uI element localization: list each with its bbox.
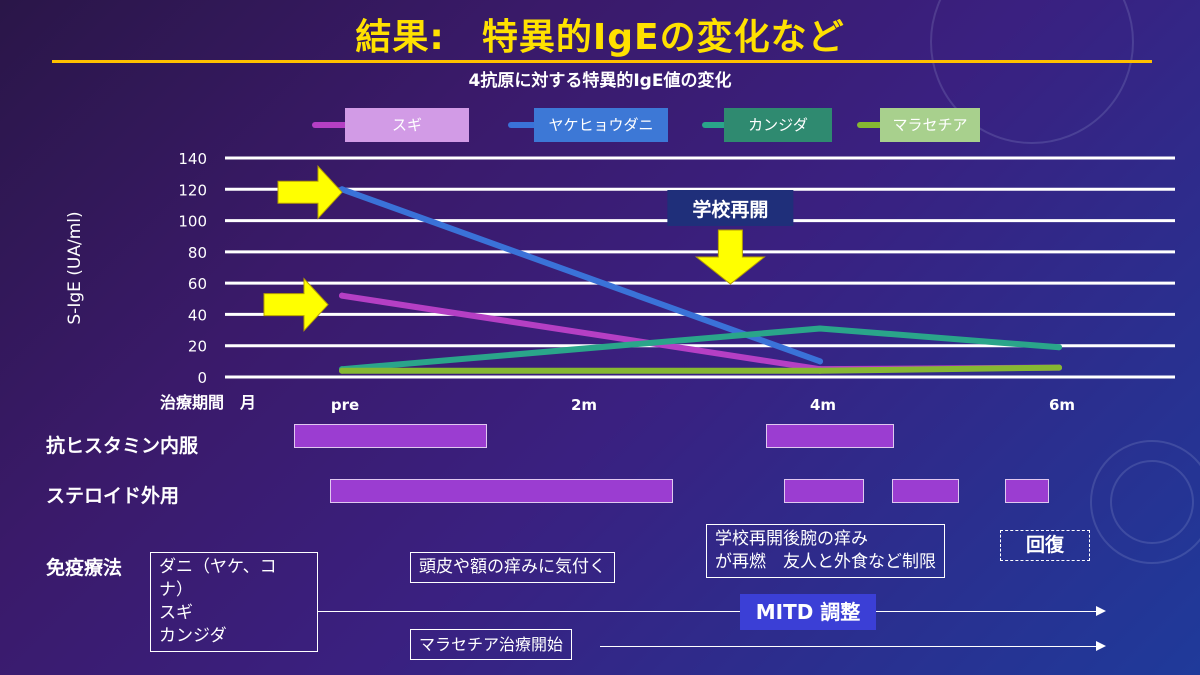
x-tick-label: 4m [810,396,836,414]
immunotherapy-targets-box: ダニ（ヤケ、コナ） スギ カンジダ [150,552,318,652]
y-tick-label: 0 [197,369,207,387]
row-label-immunotherapy: 免疫療法 [46,557,123,579]
data-point [817,367,823,374]
yellow-arrow-icon [277,165,343,220]
steroid-treatment-bar [1005,479,1050,503]
arrow-head-icon [1096,606,1106,616]
steroid-treatment-bar [784,479,864,503]
data-point [339,292,345,299]
steroid-treatment-bar [330,479,673,503]
data-point [339,367,345,374]
y-tick-label: 60 [188,275,207,293]
data-point [817,358,823,365]
antihistamine-treatment-bar [294,424,488,448]
y-tick-label: 20 [188,338,207,356]
x-tick-label: 2m [571,396,597,414]
annotation-label: 学校再開 [692,198,768,221]
background-decoration [1090,440,1200,564]
line-chart: 0 20 40 60 80 100 120 140 pre 2m 4m 6m 学校再開 S-IgE (… [65,150,1075,414]
legend-line-dani [508,122,544,128]
mitd-timeline-arrow [318,611,1098,612]
y-tick-label: 120 [178,181,207,199]
recovery-note: 回復 [1000,530,1090,561]
x-tick-label: pre [331,396,359,414]
legend-item-malassezia: マラセチア [880,108,980,142]
steroid-treatment-bar [891,479,960,503]
row-label-steroid: ステロイド外用 [46,485,180,507]
treatment-label-x-axis: 治療期間 月 [160,393,257,412]
legend-line-malassezia [857,122,893,128]
data-point [1056,364,1062,371]
malassezia-start-note: マラセチア治療開始 [410,629,573,660]
y-tick-label: 140 [178,150,207,168]
y-tick-label: 40 [188,306,207,324]
legend-item-dani: ヤケヒョウダニ [534,108,668,142]
down-arrow-icon [694,229,766,285]
legend-line-candida [702,122,738,128]
arrow-head-icon [1096,641,1106,651]
data-point [817,325,823,332]
annotation-box [667,190,794,226]
mitd-label: MITD 調整 [740,594,876,630]
page-title: 結果: 特異的IgEの変化など [355,17,845,58]
legend-item-sugi: スギ [345,108,469,142]
yellow-arrow-icon [263,277,329,332]
series-line [339,364,1062,374]
antihistamine-treatment-bar [766,424,894,448]
row-label-antihistamine: 抗ヒスタミン内服 [46,435,199,457]
legend-line-sugi [312,122,348,128]
chart-title: 4抗原に対する特異的IgE値の変化 [468,71,732,91]
data-point [1056,344,1062,351]
x-tick-label: 6m [1049,396,1075,414]
y-tick-label: 100 [178,213,207,231]
scalp-itch-note: 頭皮や額の痒みに気付く [410,552,615,583]
background-decoration [1110,460,1194,544]
school-reopen-note: 学校再開後腕の痒み が再燃 友人と外食など制限 [706,524,945,578]
y-tick-label: 80 [188,244,207,262]
title-underline [52,60,1152,63]
legend-item-candida: カンジダ [724,108,832,142]
malassezia-timeline-arrow [600,646,1098,647]
y-axis-label: S-IgE (UA/ml) [65,211,85,324]
